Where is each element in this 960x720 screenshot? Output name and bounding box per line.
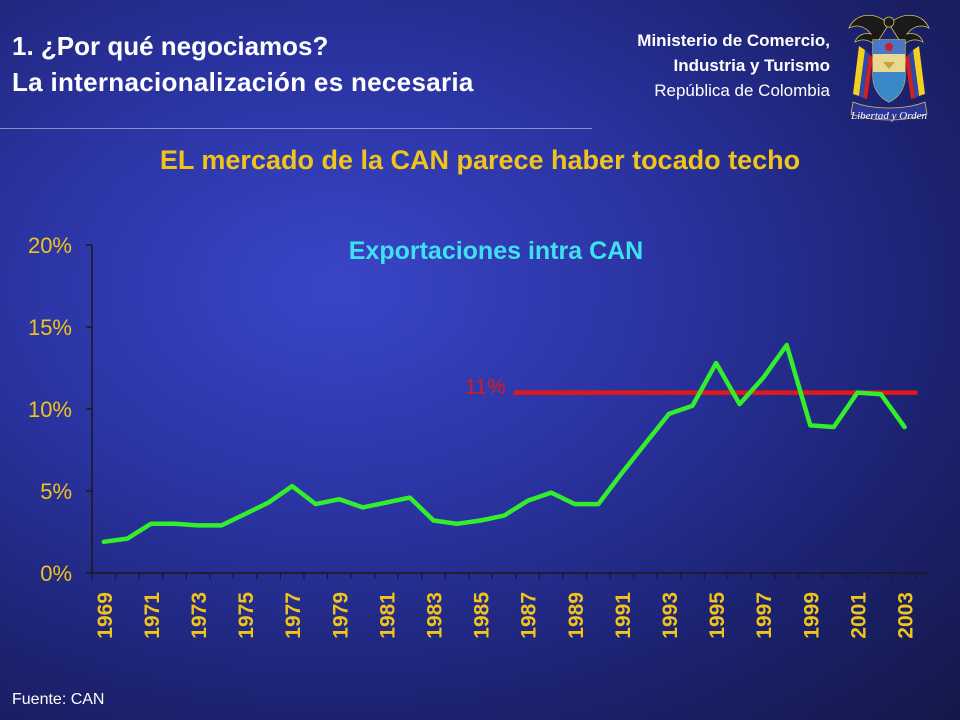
- series-line: [101, 342, 907, 545]
- chart-title: Exportaciones intra CAN: [349, 237, 644, 265]
- data-point: [338, 498, 341, 501]
- x-tick-label: 1971: [141, 592, 164, 639]
- data-point: [785, 343, 788, 347]
- x-tick-label: 2001: [847, 592, 870, 639]
- data-point: [714, 361, 718, 365]
- data-point: [267, 501, 270, 504]
- data-point: [597, 502, 600, 506]
- x-tick-label: 1989: [565, 592, 588, 639]
- data-point: [290, 484, 294, 488]
- y-tick-label: 5%: [40, 479, 72, 504]
- y-tick-label: 20%: [28, 233, 72, 258]
- data-point: [220, 524, 223, 527]
- data-point: [832, 425, 836, 429]
- data-point: [903, 425, 906, 429]
- x-tick-label: 1975: [235, 592, 258, 639]
- x-tick-label: 1991: [612, 592, 635, 639]
- data-point: [809, 424, 812, 427]
- y-tick-label: 0%: [40, 561, 72, 586]
- x-tick-label: 1993: [659, 592, 682, 639]
- x-tick-label: 1981: [376, 592, 399, 639]
- x-tick-label: 1977: [282, 592, 305, 639]
- y-tick-label: 15%: [28, 315, 72, 340]
- ministry-line-2: Industria y Turismo: [673, 56, 831, 75]
- x-tick-label: 2003: [894, 592, 917, 639]
- data-point: [314, 502, 317, 506]
- x-tick-label: 1999: [800, 592, 823, 639]
- coat-of-arms-logo: Libertad y Orden: [848, 15, 930, 122]
- data-point: [573, 502, 576, 506]
- data-point: [550, 491, 553, 494]
- ministry-line-3: República de Colombia: [654, 81, 830, 100]
- x-tick-label: 1983: [423, 592, 446, 639]
- data-point: [432, 519, 435, 522]
- data-point: [243, 512, 247, 516]
- ministry-line-1: Ministerio de Comercio,: [637, 31, 830, 50]
- data-point: [667, 412, 671, 416]
- data-point: [620, 471, 624, 475]
- data-point: [644, 442, 647, 445]
- data-point: [385, 501, 388, 504]
- data-point: [502, 514, 506, 517]
- header-divider: [0, 128, 592, 129]
- data-point: [738, 402, 741, 406]
- x-tick-label: 1969: [94, 592, 117, 639]
- data-point: [455, 522, 459, 525]
- x-tick-label: 1995: [706, 592, 729, 639]
- data-point: [408, 496, 412, 499]
- title-line-1: 1. ¿Por qué negociamos?: [12, 31, 329, 61]
- data-point: [761, 376, 765, 380]
- data-point: [126, 537, 129, 540]
- data-point: [196, 524, 200, 527]
- data-point: [479, 519, 482, 522]
- x-tick-label: 1979: [329, 592, 352, 639]
- reference-label: 11%: [465, 376, 505, 399]
- data-point: [102, 540, 105, 544]
- source-note: Fuente: CAN: [12, 691, 105, 708]
- slide-title: 1. ¿Por qué negociamos? La internacional…: [12, 28, 474, 100]
- ministry-name: Ministerio de Comercio, Industria y Turi…: [637, 28, 830, 103]
- x-tick-label: 1985: [471, 592, 494, 639]
- slide-subtitle: EL mercado de la CAN parece haber tocado…: [159, 145, 801, 175]
- title-line-2: La internacionalización es necesaria: [12, 67, 474, 97]
- x-tick-label: 1973: [188, 592, 211, 639]
- y-tick-label: 10%: [28, 397, 72, 422]
- data-point: [691, 404, 694, 407]
- crest-motto: Libertad y Orden: [850, 110, 927, 122]
- data-point: [856, 391, 859, 394]
- data-point: [526, 499, 529, 503]
- x-tick-label: 1997: [753, 592, 776, 639]
- x-tick-label: 1987: [518, 592, 541, 639]
- data-point: [361, 506, 365, 509]
- data-point: [879, 393, 883, 396]
- data-point: [149, 522, 153, 525]
- data-point: [173, 522, 176, 525]
